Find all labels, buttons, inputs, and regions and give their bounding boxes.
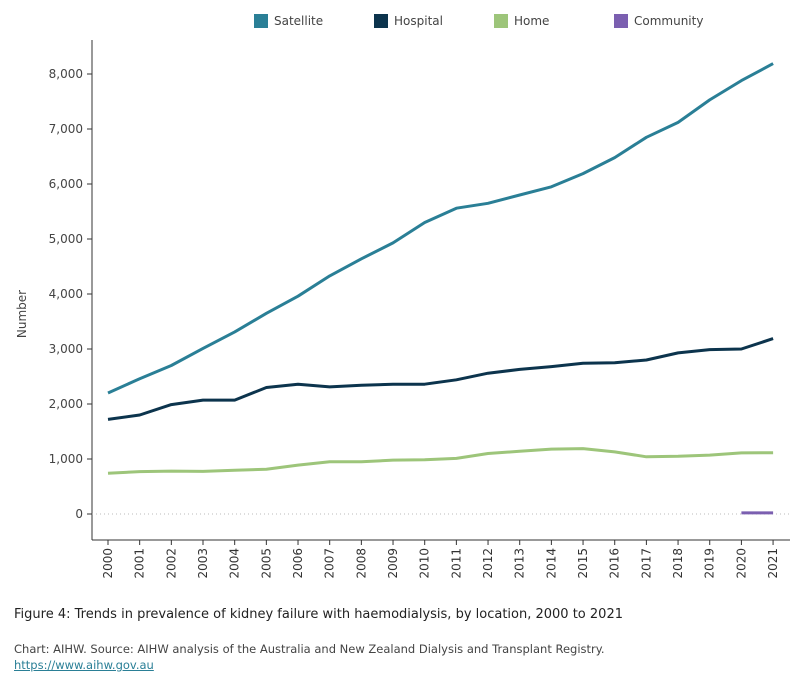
x-tick-label: 2019 <box>703 548 717 579</box>
legend-label: Home <box>514 14 550 28</box>
line-chart: 0 1,000 2,000 3,000 4,000 5,000 6,000 7,000 8,00… <box>15 40 790 579</box>
x-tick-label: 2007 <box>323 548 337 579</box>
x-tick-label: 2005 <box>259 548 273 579</box>
x-tick-label: 2013 <box>513 548 527 579</box>
x-tick-label: 2017 <box>639 548 653 579</box>
legend-label: Community <box>634 14 704 28</box>
x-tick-label: 2001 <box>133 548 147 579</box>
legend-label: Hospital <box>394 14 443 28</box>
x-tick-label: 2004 <box>228 548 242 579</box>
y-tick-label: 2,000 <box>49 397 83 411</box>
y-tick-label: 4,000 <box>49 287 83 301</box>
y-tick-label: 8,000 <box>49 67 83 81</box>
x-tick-label: 2015 <box>576 548 590 579</box>
y-tick-label: 0 <box>75 507 83 521</box>
series-line-hospital <box>107 337 774 421</box>
x-tick-label: 2016 <box>608 548 622 579</box>
source-note: Chart: AIHW. Source: AIHW analysis of th… <box>14 642 605 656</box>
x-tick-label: 2010 <box>418 548 432 579</box>
legend-swatch <box>614 14 628 28</box>
legend-item-satellite[interactable]: Satellite <box>254 14 323 28</box>
y-tick-label: 5,000 <box>49 232 83 246</box>
series-line-satellite <box>107 62 774 395</box>
y-tick-label: 3,000 <box>49 342 83 356</box>
x-tick-label: 2014 <box>544 548 558 579</box>
x-tick-label: 2012 <box>481 548 495 579</box>
legend-item-community[interactable]: Community <box>614 14 703 28</box>
x-tick-label: 2021 <box>766 548 780 579</box>
legend-swatch <box>494 14 508 28</box>
x-tick-label: 2018 <box>671 548 685 579</box>
legend-label: Satellite <box>274 14 324 28</box>
x-tick-label: 2002 <box>164 548 178 579</box>
x-tick-label: 2011 <box>449 548 463 579</box>
source-link[interactable]: https://www.aihw.gov.au <box>14 658 154 672</box>
x-tick-label: 2020 <box>734 548 748 579</box>
series-line-home <box>107 447 774 475</box>
legend-item-hospital[interactable]: Hospital <box>374 14 443 28</box>
x-tick-label: 2009 <box>386 548 400 579</box>
legend-item-home[interactable]: Home <box>494 14 549 28</box>
x-tick-label: 2003 <box>196 548 210 579</box>
y-tick-label: 1,000 <box>49 452 83 466</box>
y-axis-label: Number <box>15 290 29 338</box>
legend: Satellite Hospital Home Community <box>0 14 800 34</box>
x-tick-label: 2000 <box>101 548 115 579</box>
y-tick-label: 7,000 <box>49 122 83 136</box>
legend-swatch <box>374 14 388 28</box>
y-tick-label: 6,000 <box>49 177 83 191</box>
legend-swatch <box>254 14 268 28</box>
x-tick-label: 2008 <box>354 548 368 579</box>
figure-caption: Figure 4: Trends in prevalence of kidney… <box>14 607 623 622</box>
x-tick-label: 2006 <box>291 548 305 579</box>
